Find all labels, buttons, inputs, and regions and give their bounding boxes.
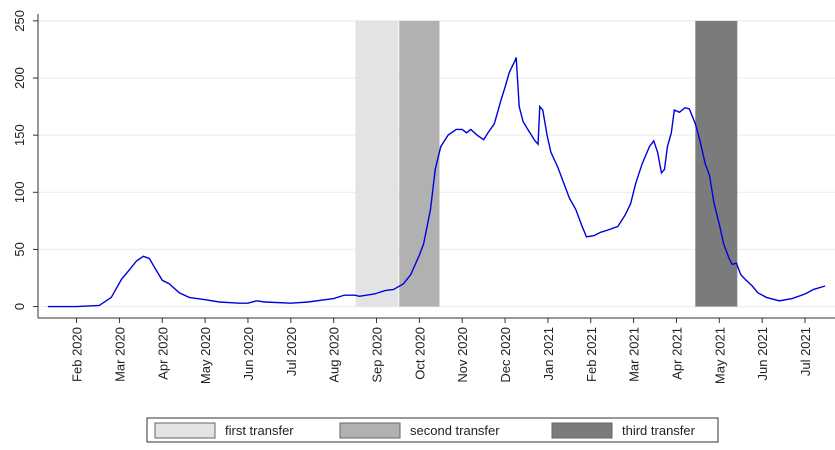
y-tick-label: 150 xyxy=(12,124,27,146)
x-tick-label: Apr 2020 xyxy=(155,327,170,380)
x-tick-label: Apr 2021 xyxy=(669,327,684,380)
transfer-band xyxy=(399,20,440,307)
legend-label: second transfer xyxy=(410,423,500,438)
x-tick-label: Nov 2020 xyxy=(455,327,470,383)
x-tick-label: Jun 2021 xyxy=(755,327,770,381)
y-tick-label: 100 xyxy=(12,181,27,203)
x-tick-label: Dec 2020 xyxy=(498,327,513,383)
x-tick-label: Mar 2020 xyxy=(112,327,127,382)
transfer-band xyxy=(695,20,738,307)
legend-label: first transfer xyxy=(225,423,294,438)
legend-swatch xyxy=(154,422,216,439)
y-tick-label: 200 xyxy=(12,67,27,89)
x-tick-label: May 2020 xyxy=(198,327,213,384)
x-tick-label: Aug 2020 xyxy=(327,327,342,383)
legend-label: third transfer xyxy=(622,423,696,438)
legend-swatch xyxy=(551,422,613,439)
x-tick-label: Oct 2020 xyxy=(412,327,427,380)
x-tick-label: Mar 2021 xyxy=(627,327,642,382)
legend-swatch xyxy=(339,422,401,439)
x-tick-label: Jul 2020 xyxy=(284,327,299,376)
y-tick-label: 50 xyxy=(12,242,27,256)
y-tick-label: 250 xyxy=(12,10,27,32)
x-tick-label: Feb 2021 xyxy=(584,327,599,382)
x-tick-label: Jan 2021 xyxy=(541,327,556,381)
x-tick-label: May 2021 xyxy=(712,327,727,384)
legend-box xyxy=(146,417,719,443)
data-line xyxy=(47,57,826,308)
x-tick-label: Sep 2020 xyxy=(370,327,385,383)
x-tick-label: Jun 2020 xyxy=(241,327,256,381)
transfer-band xyxy=(355,20,399,307)
y-tick-label: 0 xyxy=(12,303,27,310)
x-tick-label: Jul 2021 xyxy=(798,327,813,376)
x-tick-label: Feb 2020 xyxy=(70,327,85,382)
